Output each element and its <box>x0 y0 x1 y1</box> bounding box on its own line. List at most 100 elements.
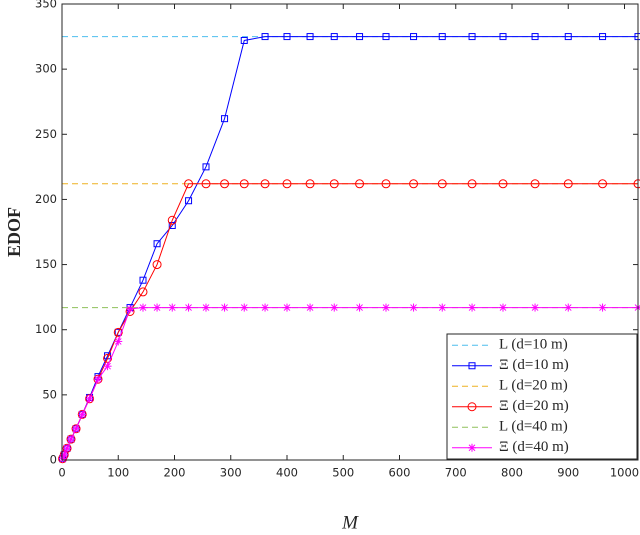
data-point <box>438 303 447 312</box>
data-point <box>564 33 572 41</box>
data-point <box>167 215 177 225</box>
data-point <box>382 303 390 312</box>
data-point <box>261 33 269 41</box>
plot-frame <box>61 3 639 461</box>
data-point <box>382 33 390 41</box>
data-point <box>67 435 75 444</box>
data-point <box>240 36 248 44</box>
marker-stroke <box>126 305 134 313</box>
data-point <box>499 303 507 312</box>
data-point <box>153 240 161 248</box>
data-point <box>202 163 210 171</box>
x-axis-label: M <box>341 512 359 533</box>
marker-stroke <box>86 395 93 403</box>
legend-label: L (d=40 m) <box>499 419 568 435</box>
data-point <box>306 33 314 41</box>
data-point <box>437 179 447 189</box>
y-tick-label: 300 <box>35 62 57 76</box>
data-point <box>283 33 291 41</box>
data-point <box>598 179 608 189</box>
data-point <box>599 33 607 41</box>
x-tick-label: 0 <box>58 466 65 480</box>
x-tick-label: 200 <box>164 466 186 480</box>
x-tick-label: 100 <box>107 466 129 480</box>
data-point <box>63 444 72 453</box>
marker-stroke <box>438 304 446 311</box>
data-point <box>329 179 339 189</box>
marker-stroke <box>104 362 111 370</box>
data-point <box>221 115 229 123</box>
marker-stroke <box>599 304 606 311</box>
data-point <box>113 327 123 337</box>
legend-label: Ξ (d=10 m) <box>499 357 569 373</box>
data-point <box>530 179 540 189</box>
x-tick-label: 1000 <box>610 466 639 480</box>
data-point <box>153 303 162 312</box>
x-tick-label: 600 <box>389 466 411 480</box>
data-point <box>152 260 162 270</box>
data-point <box>114 337 123 346</box>
marker-stroke <box>468 304 476 311</box>
marker-stroke <box>139 304 147 311</box>
legend-marker <box>467 402 477 412</box>
marker-stroke <box>499 304 507 311</box>
marker-stroke <box>240 304 248 311</box>
marker-stroke <box>306 304 314 311</box>
data-point <box>220 303 229 312</box>
x-tick-label: 300 <box>220 466 242 480</box>
data-point <box>239 179 249 189</box>
marker-stroke <box>283 304 291 311</box>
data-point <box>531 33 539 41</box>
legend-label: L (d=10 m) <box>499 337 568 353</box>
data-point <box>467 179 477 189</box>
data-point <box>468 33 476 41</box>
x-tick-label: 800 <box>501 466 523 480</box>
data-point <box>330 33 338 41</box>
data-point <box>202 303 210 312</box>
data-point <box>94 375 102 384</box>
marker-stroke <box>67 435 75 443</box>
data-point <box>355 179 365 189</box>
data-point <box>184 303 193 312</box>
x-tick-label: 500 <box>332 466 354 480</box>
data-point <box>85 394 94 403</box>
x-tick-label: 400 <box>276 466 298 480</box>
legend-label: Ξ (d=20 m) <box>499 398 569 414</box>
data-point <box>168 221 176 229</box>
data-point <box>185 197 193 205</box>
data-point <box>240 303 249 312</box>
marker-stroke <box>72 425 80 433</box>
data-point <box>634 303 640 312</box>
series-line <box>62 307 638 459</box>
data-point <box>381 179 391 189</box>
data-point <box>139 303 147 312</box>
marker-stroke <box>153 304 161 311</box>
x-tick-label: 700 <box>445 466 467 480</box>
marker-stroke <box>168 304 176 311</box>
y-axis-label: EDOF <box>4 207 24 257</box>
marker-stroke <box>114 338 122 345</box>
data-point <box>409 303 418 312</box>
data-point <box>355 303 364 312</box>
data-point <box>283 303 291 312</box>
data-point <box>531 303 540 312</box>
data-point <box>126 304 135 313</box>
legend-label: L (d=20 m) <box>499 378 568 394</box>
data-point <box>201 179 211 189</box>
marker-stroke <box>78 411 86 418</box>
y-tick-label: 100 <box>35 322 57 336</box>
data-point <box>138 287 148 297</box>
data-point <box>184 179 194 189</box>
data-point <box>305 179 315 189</box>
y-tick-label: 0 <box>50 453 57 467</box>
data-point <box>282 179 292 189</box>
y-tick-label: 150 <box>35 257 57 271</box>
marker-stroke <box>63 444 71 452</box>
marker-stroke <box>261 304 269 311</box>
data-point <box>498 179 508 189</box>
y-tick-label: 350 <box>35 0 57 11</box>
legend-marker <box>468 443 476 452</box>
data-point <box>103 362 112 371</box>
